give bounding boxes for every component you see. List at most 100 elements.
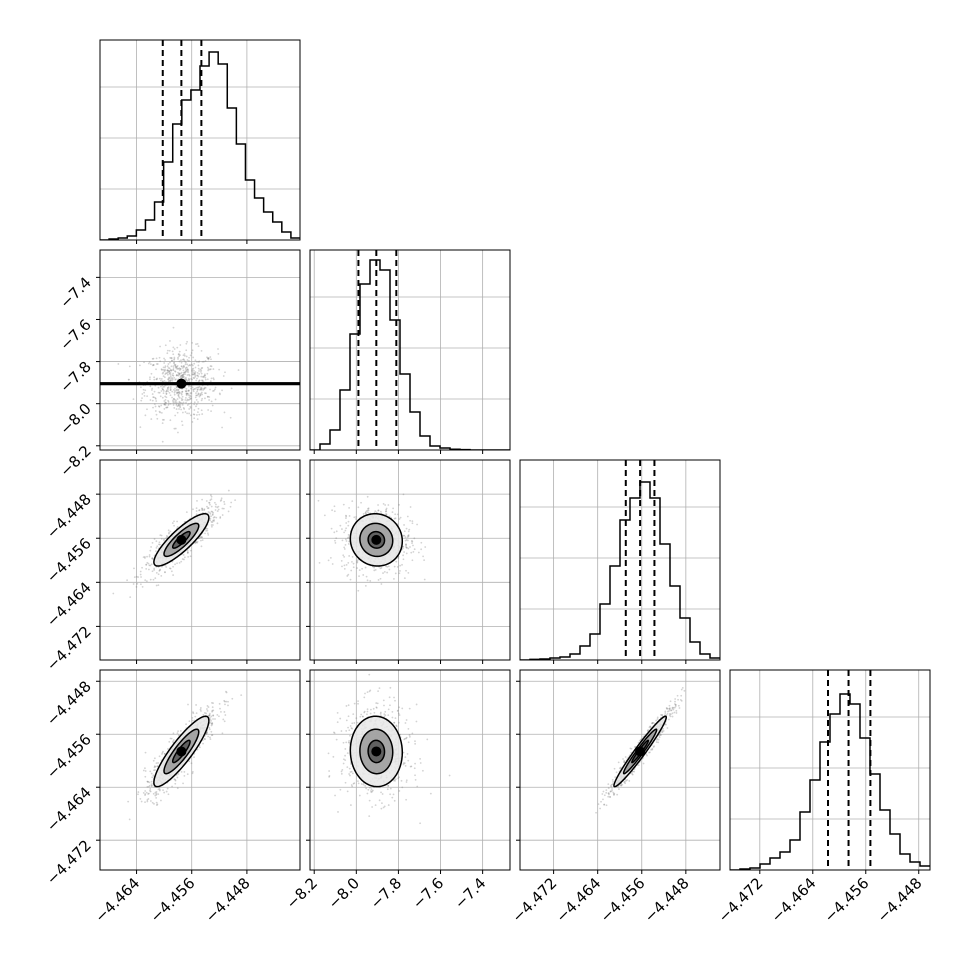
scatter-point	[164, 402, 167, 405]
scatter-point	[350, 784, 353, 786]
scatter-point	[173, 407, 176, 409]
scatter-point	[167, 380, 170, 382]
scatter-point	[153, 757, 156, 760]
scatter-point	[603, 803, 605, 806]
panel-frame	[309, 459, 511, 661]
scatter-point	[613, 792, 616, 795]
scatter-point	[144, 775, 147, 778]
scatter-point	[360, 783, 363, 785]
scatter-point	[209, 380, 212, 383]
scatter-point	[159, 395, 162, 398]
scatter-point	[403, 738, 406, 741]
scatter-point	[168, 531, 170, 534]
scatter-point	[193, 409, 196, 411]
scatter-point	[419, 762, 422, 764]
scatter-point	[144, 414, 147, 417]
scatter-point	[203, 712, 206, 714]
scatter-point	[681, 686, 684, 689]
scatter-point	[219, 517, 222, 519]
scatter-point	[158, 569, 161, 572]
scatter-point	[198, 413, 201, 416]
scatter-point	[185, 393, 188, 395]
scatter-point	[379, 714, 382, 717]
scatter-point	[155, 792, 158, 795]
scatter-point	[174, 427, 177, 430]
scatter-point	[414, 740, 416, 743]
scatter-point	[179, 354, 181, 356]
scatter-point	[191, 719, 194, 722]
scatter-point	[363, 696, 366, 699]
scatter-point	[174, 563, 176, 566]
scatter-point	[186, 549, 189, 552]
scatter-point	[351, 785, 354, 788]
scatter-point	[199, 387, 202, 390]
scatter-point	[168, 367, 171, 370]
scatter-point	[645, 753, 648, 756]
scatter-point	[211, 710, 213, 713]
scatter-point	[388, 515, 391, 518]
scatter-point	[610, 783, 613, 786]
scatter-point	[174, 370, 177, 373]
scatter-point	[405, 737, 408, 740]
scatter-point	[389, 686, 392, 689]
scatter-point	[151, 570, 154, 573]
scatter-point	[389, 704, 391, 707]
scatter-point	[377, 509, 380, 512]
scatter-point	[367, 507, 370, 510]
scatter-point	[409, 765, 412, 768]
scatter-point	[206, 395, 209, 398]
y-tick-label: −4.472	[43, 622, 95, 674]
scatter-point	[148, 784, 151, 787]
scatter-point	[149, 789, 151, 792]
scatter-point	[169, 356, 172, 359]
scatter-point	[163, 369, 166, 371]
scatter-point	[150, 783, 153, 786]
scatter-point	[158, 391, 161, 394]
scatter-point	[385, 510, 388, 513]
scatter-point	[377, 690, 379, 693]
scatter-point	[652, 721, 655, 724]
scatter-point	[211, 722, 214, 725]
scatter-point	[339, 524, 342, 527]
scatter-point	[180, 365, 183, 368]
scatter-point	[378, 687, 381, 690]
scatter-point	[200, 379, 203, 382]
scatter-point	[399, 516, 402, 519]
scatter-point	[209, 512, 212, 515]
scatter-point	[183, 376, 185, 378]
scatter-point	[171, 350, 174, 353]
scatter-point	[188, 402, 190, 405]
scatter-point	[405, 719, 408, 721]
scatter-point	[153, 802, 155, 805]
scatter-point	[413, 548, 416, 551]
scatter-point	[168, 740, 171, 743]
scatter-point	[153, 376, 156, 379]
scatter-point	[193, 369, 195, 372]
scatter-point	[151, 357, 154, 360]
scatter-point	[356, 561, 359, 564]
scatter-point	[183, 775, 186, 777]
scatter-point	[172, 372, 174, 375]
scatter-point	[605, 804, 608, 807]
scatter-point	[210, 358, 212, 361]
scatter-point	[158, 788, 161, 791]
scatter-point	[394, 779, 396, 782]
scatter-point	[177, 374, 180, 377]
scatter-point	[167, 529, 170, 532]
scatter-point	[187, 399, 190, 401]
scatter-point	[172, 739, 175, 741]
scatter-point	[340, 730, 343, 732]
scatter-point	[352, 713, 355, 716]
scatter-point	[387, 708, 390, 711]
scatter-point	[149, 549, 152, 552]
y-tick-label: −4.456	[43, 730, 95, 782]
scatter-point	[182, 375, 184, 378]
x-tick-label: −4.456	[821, 874, 873, 926]
scatter-point	[346, 575, 349, 577]
scatter-point	[358, 794, 361, 797]
scatter-point	[145, 580, 148, 583]
scatter-point	[206, 529, 209, 532]
scatter-point	[212, 377, 215, 380]
scatter-point	[405, 569, 407, 572]
scatter-point	[194, 374, 197, 377]
